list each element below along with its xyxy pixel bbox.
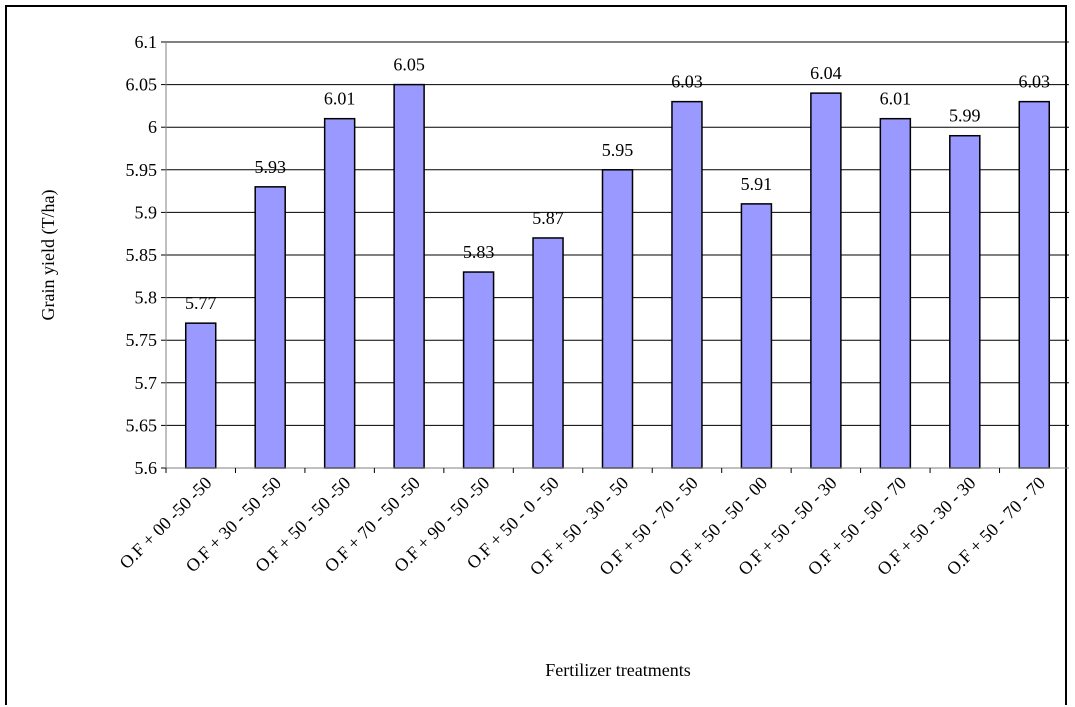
bar bbox=[740, 203, 773, 469]
bar bbox=[879, 117, 912, 469]
data-label: 6.03 bbox=[1019, 72, 1051, 92]
y-tick-label: 5.75 bbox=[126, 330, 158, 350]
x-tick-labels: O.F + 00 -50 -50O.F + 30 - 50 -50O.F + 5… bbox=[115, 468, 1049, 579]
y-tick-label: 5.6 bbox=[135, 458, 158, 478]
bar bbox=[810, 92, 842, 469]
data-label: 6.01 bbox=[880, 89, 912, 109]
bar bbox=[323, 117, 356, 469]
data-label: 5.87 bbox=[532, 208, 564, 228]
data-label: 5.77 bbox=[185, 293, 217, 313]
data-label: 6.04 bbox=[810, 63, 842, 83]
data-label: 5.99 bbox=[949, 106, 981, 126]
bar bbox=[462, 271, 495, 469]
y-tick-label: 6.1 bbox=[135, 32, 158, 52]
y-tick-label: 5.65 bbox=[126, 415, 158, 435]
y-tick-label: 6 bbox=[148, 117, 157, 137]
y-tick-label: 6.05 bbox=[126, 75, 158, 95]
y-tick-labels: 5.6 5.65 5.7 5.75 5.8 5.85 5.9 5.95 6 6.05 6.1 bbox=[126, 32, 158, 478]
bars bbox=[184, 83, 1051, 469]
data-label: 6.01 bbox=[324, 89, 356, 109]
data-label: 5.95 bbox=[602, 140, 634, 160]
chart-frame: 5.6 5.65 5.7 5.75 5.8 5.85 5.9 5.95 6 6.05 6.1 O.F… bbox=[5, 5, 1069, 705]
y-tick-label: 5.7 bbox=[135, 373, 158, 393]
data-label: 5.93 bbox=[254, 157, 286, 177]
data-label: 5.83 bbox=[463, 242, 495, 262]
bar bbox=[949, 134, 981, 469]
data-label: 6.03 bbox=[671, 72, 703, 92]
bar bbox=[184, 322, 217, 469]
y-tick-label: 5.8 bbox=[135, 288, 158, 308]
bar bbox=[532, 237, 564, 469]
y-axis-title: Grain yield (T/ha) bbox=[38, 190, 59, 321]
bar bbox=[671, 100, 703, 469]
bar bbox=[393, 83, 425, 469]
y-tick-label: 5.9 bbox=[135, 202, 158, 222]
bar bbox=[254, 186, 286, 469]
y-tick-label: 5.85 bbox=[126, 245, 158, 265]
x-axis-title: Fertilizer treatments bbox=[545, 660, 690, 680]
data-labels: 5.77 5.93 6.01 6.05 5.83 5.87 5.95 6.03 5.91 6.04… bbox=[185, 55, 1050, 314]
bar bbox=[601, 169, 634, 469]
data-label: 6.05 bbox=[393, 55, 425, 75]
axes bbox=[165, 42, 1069, 469]
y-tick-label: 5.95 bbox=[126, 160, 158, 180]
bar-chart: 5.6 5.65 5.7 5.75 5.8 5.85 5.9 5.95 6 6.05 6.1 O.F… bbox=[38, 32, 1069, 680]
bar bbox=[1018, 100, 1051, 469]
data-label: 5.91 bbox=[741, 174, 773, 194]
